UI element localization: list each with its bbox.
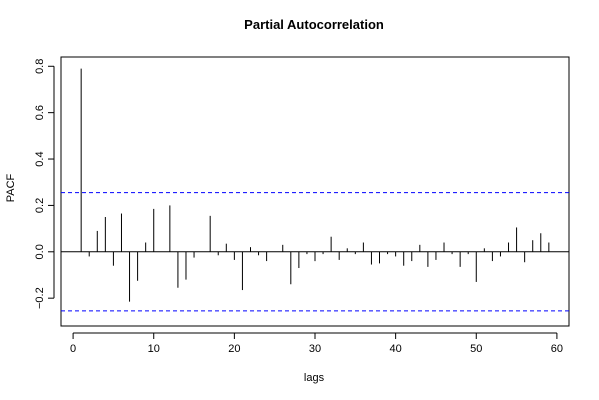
y-axis-label: PACF xyxy=(5,173,17,202)
x-axis-label: lags xyxy=(304,372,325,384)
chart-title: Partial Autocorrelation xyxy=(244,17,384,32)
plot-frame xyxy=(60,56,570,327)
plot-area: 0 10 20 30 40 50 60 −0.2 0.0 0.2 0.4 0.6 0.8 xyxy=(34,56,570,355)
y-tick-label: 0.6 xyxy=(34,105,46,120)
x-tick-label: 40 xyxy=(390,343,402,355)
y-tick-label: 0.0 xyxy=(34,244,46,259)
x-tick-label: 30 xyxy=(309,343,321,355)
x-tick-label: 20 xyxy=(228,343,240,355)
x-tick-label: 0 xyxy=(70,343,76,355)
y-tick-label: 0.2 xyxy=(34,198,46,213)
x-tick-label: 10 xyxy=(148,343,160,355)
y-tick-label: 0.8 xyxy=(34,59,46,74)
x-tick-label: 50 xyxy=(470,343,482,355)
x-tick-label: 60 xyxy=(551,343,563,355)
y-tick-label: −0.2 xyxy=(34,287,46,309)
y-tick-label: 0.4 xyxy=(34,151,46,166)
